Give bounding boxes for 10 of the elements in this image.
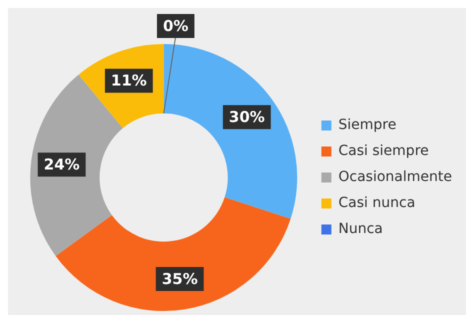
data-label: 11%	[110, 72, 147, 90]
data-label: 35%	[162, 270, 198, 288]
legend-label: Nunca	[338, 221, 383, 238]
data-label: 24%	[44, 156, 80, 174]
legend-label: Siempre	[338, 117, 396, 134]
legend-label: Casi siempre	[338, 143, 429, 160]
legend-label: Casi nunca	[338, 195, 416, 212]
data-label: 30%	[228, 108, 265, 126]
legend-label: Ocasionalmente	[338, 169, 452, 186]
text: 0%	[162, 16, 188, 35]
